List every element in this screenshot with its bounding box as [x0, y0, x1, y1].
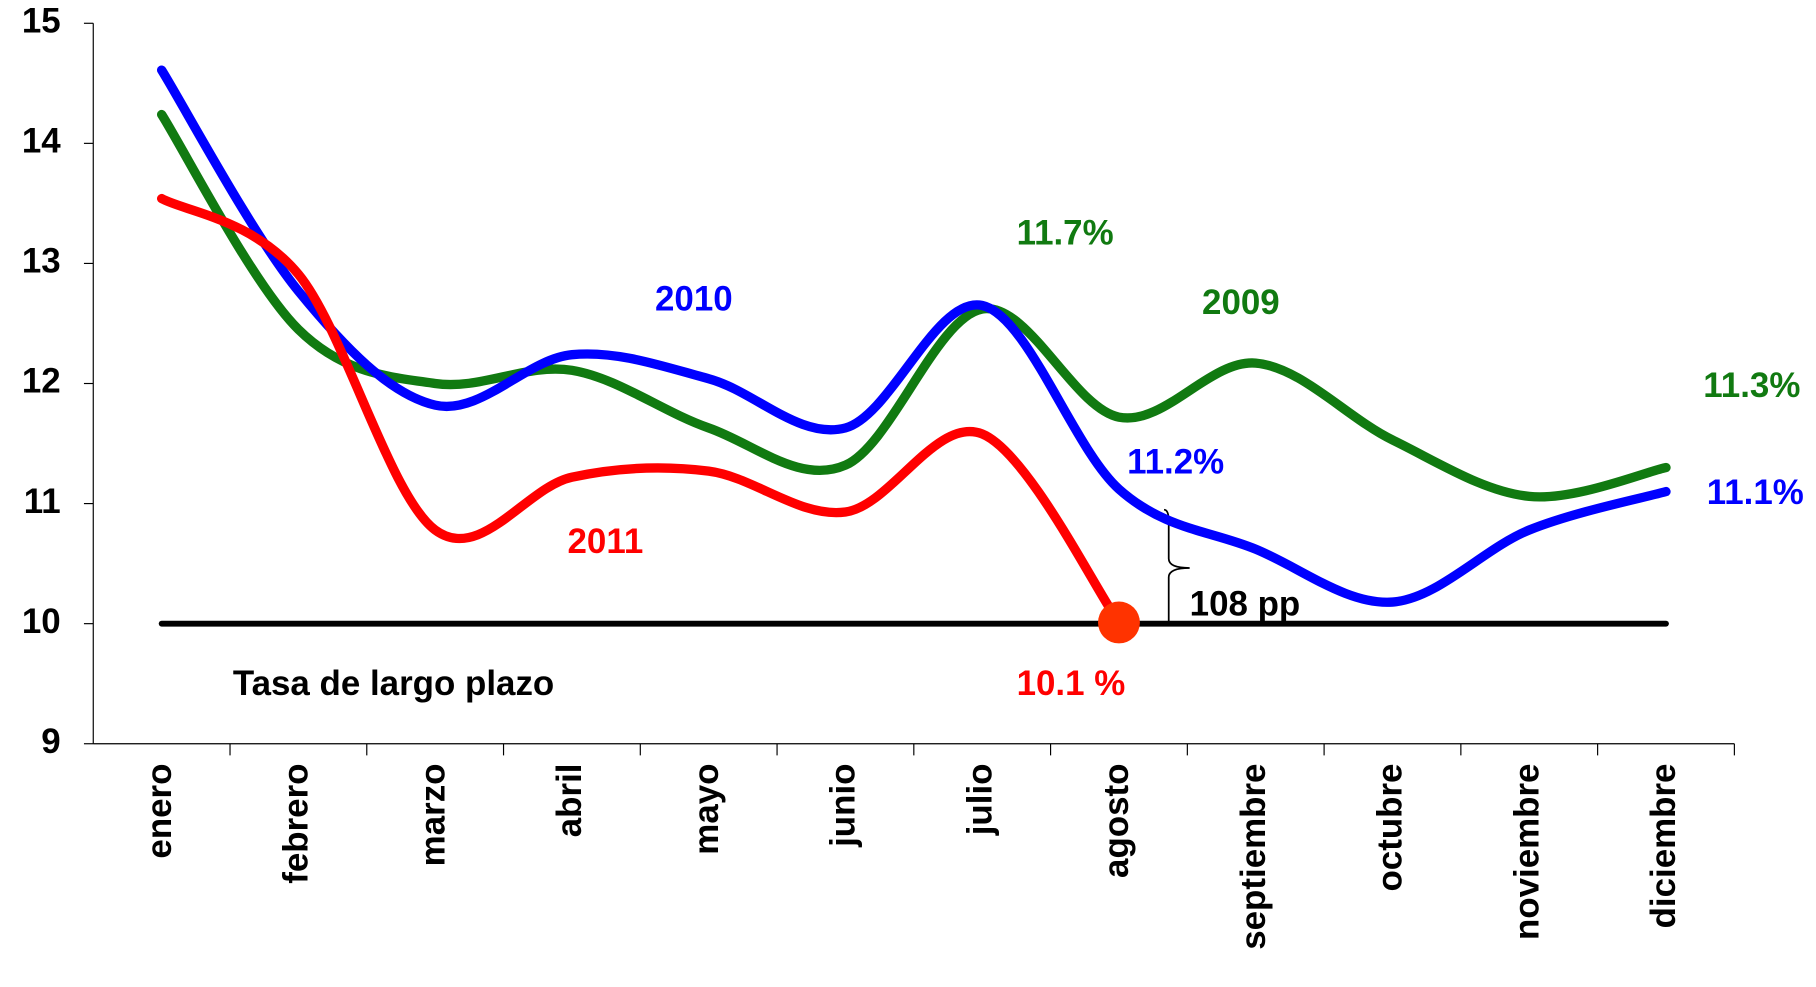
- y-tick-label: 12: [22, 362, 61, 401]
- y-tick-label: 14: [22, 122, 61, 161]
- brace: [1163, 508, 1190, 623]
- annotation: 11.1%: [1707, 473, 1804, 512]
- annotation: 2011: [568, 522, 644, 561]
- y-tick-label: 15: [22, 1, 61, 40]
- x-tick-label: marzo: [413, 764, 452, 867]
- y-tick-label: 13: [22, 242, 61, 281]
- annotation: 11.3%: [1703, 366, 1800, 405]
- x-tick-label: febrero: [277, 764, 316, 884]
- annotation: 11.2%: [1127, 443, 1224, 482]
- x-tick-label: junio: [824, 764, 863, 848]
- series-line: [156, 109, 1671, 502]
- x-tick-label: mayo: [687, 764, 726, 855]
- x-tick-label: octubre: [1371, 764, 1410, 892]
- annotation: Tasa de largo plazo: [233, 664, 554, 703]
- x-tick-label: julio: [960, 764, 999, 837]
- series-line: [156, 193, 1124, 628]
- x-tick-label: noviembre: [1507, 764, 1546, 941]
- annotation: 2010: [655, 280, 733, 319]
- x-tick-label: abril: [550, 764, 589, 838]
- annotation: 10.1 %: [1017, 664, 1126, 703]
- x-tick-label: agosto: [1097, 764, 1136, 878]
- end-marker: [1098, 601, 1140, 644]
- x-tick-label: diciembre: [1644, 764, 1683, 929]
- annotation: 2009: [1202, 283, 1280, 322]
- y-tick-label: 11: [24, 482, 61, 521]
- y-tick-label: 10: [22, 602, 61, 641]
- x-tick-label: septiembre: [1234, 764, 1273, 950]
- x-tick-label: enero: [140, 764, 179, 859]
- series-line: [156, 65, 1671, 607]
- annotation: 108 pp: [1190, 585, 1301, 624]
- y-tick-label: 9: [41, 722, 60, 761]
- annotation: 11.7%: [1017, 213, 1114, 252]
